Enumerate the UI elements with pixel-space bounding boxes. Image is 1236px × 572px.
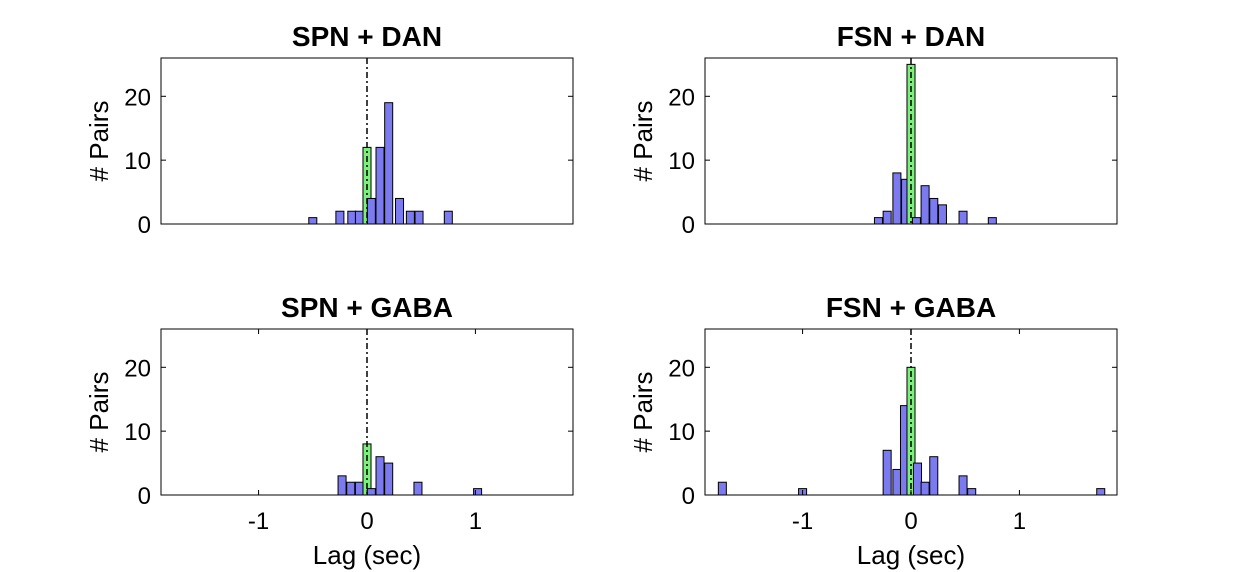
y-tick-label: 20 (668, 84, 695, 111)
panel-title: SPN + DAN (292, 21, 442, 52)
y-tick-label: 10 (668, 419, 695, 446)
x-tick-label: -1 (248, 508, 269, 535)
histogram-bar (384, 462, 394, 496)
histogram-bar (395, 197, 405, 225)
panel-fsn-gaba: FSN + GABA # Pairs Lag (sec) 0 10 20 -1 0 1 (628, 292, 1118, 570)
x-tick-label: 1 (1013, 508, 1026, 535)
histogram-bar (337, 475, 347, 496)
ticks-group: 0 10 20 -1 0 1 (124, 329, 573, 535)
x-tick-label: 1 (469, 508, 482, 535)
histogram-bar (912, 462, 923, 496)
histogram-bar (443, 210, 453, 225)
histogram-bar (366, 488, 376, 496)
bars-group (873, 63, 997, 225)
panel-spn-dan: SPN + DAN # Pairs 0 10 20 (84, 21, 574, 239)
histogram-bar (1096, 488, 1106, 496)
ticks-group: 0 10 20 (668, 84, 1117, 239)
panel-title: SPN + GABA (281, 292, 453, 323)
histogram-bar (911, 217, 921, 225)
histogram-bar (354, 210, 364, 225)
y-axis-label: # Pairs (84, 372, 114, 453)
bars-group (337, 443, 483, 496)
histogram-bar (308, 217, 318, 225)
histogram-bar (405, 210, 415, 225)
histogram-bar (958, 210, 968, 225)
histogram-bar (987, 217, 997, 225)
histogram-bar (937, 204, 947, 225)
x-axis-label: Lag (sec) (857, 540, 965, 570)
x-tick-label: 0 (904, 508, 917, 535)
panel-title: FSN + DAN (837, 21, 986, 52)
histogram-bar (892, 172, 902, 225)
histogram-bar (920, 185, 930, 225)
histogram-bar (892, 468, 902, 496)
histogram-bar (717, 481, 727, 496)
ticks-group: 0 10 20 -1 0 1 (668, 329, 1117, 535)
y-tick-label: 0 (682, 483, 695, 510)
panel-spn-gaba: SPN + GABA # Pairs Lag (sec) 0 10 20 -1 0 1 (84, 292, 574, 570)
histogram-bar (414, 210, 424, 225)
histogram-bar (882, 210, 892, 225)
histogram-bar (929, 456, 939, 496)
histogram-bar (384, 102, 394, 225)
y-tick-label: 10 (124, 148, 151, 175)
histogram-bar (346, 481, 356, 496)
x-axis-label: Lag (sec) (313, 540, 421, 570)
histogram-bar (929, 197, 939, 225)
histogram-bar (347, 210, 357, 225)
histogram-bar (882, 449, 892, 496)
y-tick-label: 10 (124, 419, 151, 446)
y-tick-label: 10 (668, 148, 695, 175)
histogram-bar (473, 488, 483, 496)
y-tick-label: 20 (668, 355, 695, 382)
histogram-bar (354, 481, 364, 496)
y-tick-label: 20 (124, 355, 151, 382)
histogram-bar (366, 197, 376, 225)
axes-box (160, 57, 574, 225)
histogram-bar (967, 488, 977, 496)
x-tick-label: -1 (792, 508, 813, 535)
y-tick-label: 0 (682, 212, 695, 239)
histogram-bar (335, 210, 345, 225)
histogram-bar (375, 146, 385, 225)
x-tick-label: 0 (360, 508, 373, 535)
y-tick-label: 0 (138, 212, 151, 239)
y-tick-label: 20 (124, 84, 151, 111)
y-axis-label: # Pairs (628, 101, 658, 182)
y-tick-label: 0 (138, 483, 151, 510)
panel-fsn-dan: FSN + DAN # Pairs 0 10 20 (628, 21, 1118, 239)
histogram-bar (920, 481, 930, 496)
axes-box (704, 57, 1118, 225)
histogram-bar (958, 475, 968, 496)
histogram-bar (375, 456, 385, 496)
y-axis-label: # Pairs (628, 372, 658, 453)
ticks-group: 0 10 20 (124, 84, 573, 239)
y-axis-label: # Pairs (84, 101, 114, 182)
histogram-bar (873, 217, 883, 225)
bars-group (308, 102, 453, 225)
panel-title: FSN + GABA (826, 292, 996, 323)
histogram-bar (413, 481, 423, 496)
